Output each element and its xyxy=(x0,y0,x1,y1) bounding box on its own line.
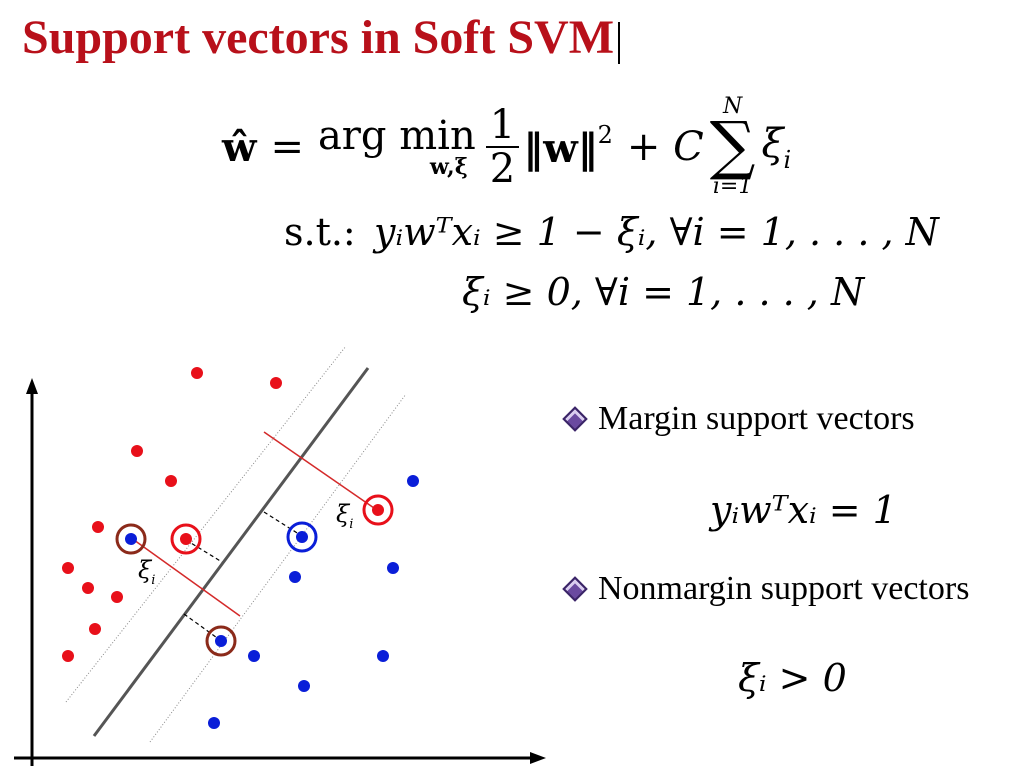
sum-operator: N ∑ i=1 xyxy=(709,94,756,199)
slack-line-bottom xyxy=(133,539,241,617)
xi-label-left: ξi xyxy=(138,556,155,588)
margin-line-upper xyxy=(65,345,347,703)
red-point xyxy=(131,445,143,457)
margin-dash-3 xyxy=(183,613,221,641)
half-fraction: 1 2 xyxy=(485,104,520,190)
margin-sv-formula: yᵢwᵀxᵢ = 1 xyxy=(710,488,897,532)
constraint-1: yᵢwᵀxᵢ ≥ 1 − ξᵢ, ∀i = 1, . . . , N xyxy=(374,210,939,254)
margin-sv-circle-red xyxy=(170,523,202,555)
decision-boundary xyxy=(92,367,370,737)
norm-w: ‖w‖2 xyxy=(523,121,613,173)
nonmargin-sv-formula: ξᵢ > 0 xyxy=(738,656,847,700)
slack-line-top xyxy=(263,431,375,509)
red-point xyxy=(62,562,74,574)
red-point xyxy=(180,533,192,545)
nonmargin-sv-circle-red xyxy=(362,494,394,526)
bullet-margin-sv: Margin support vectors xyxy=(562,400,915,438)
positive-points xyxy=(62,367,384,662)
red-point xyxy=(92,521,104,533)
red-point xyxy=(62,650,74,662)
red-point xyxy=(372,504,384,516)
red-point xyxy=(270,377,282,389)
blue-point xyxy=(215,635,227,647)
negative-points xyxy=(125,475,419,729)
constraint-2: ξᵢ ≥ 0, ∀i = 1, . . . , N xyxy=(462,270,865,314)
text-cursor xyxy=(618,22,620,64)
xi-i: ξi xyxy=(761,120,792,174)
slide-title: Support vectors in Soft SVM xyxy=(22,11,615,64)
diamond-bullet-icon xyxy=(562,406,588,432)
blue-point xyxy=(377,650,389,662)
xi-label-top: ξi xyxy=(336,500,353,532)
red-point xyxy=(111,591,123,603)
red-point xyxy=(165,475,177,487)
blue-point xyxy=(298,680,310,692)
margin-dash-1 xyxy=(185,539,223,563)
diamond-bullet-icon xyxy=(562,576,588,602)
nonmargin-sv-circle-brown-2 xyxy=(205,625,237,657)
blue-point xyxy=(208,717,220,729)
red-point xyxy=(191,367,203,379)
margin-sv-circle-blue xyxy=(286,521,318,553)
nonmargin-sv-circle-brown-1 xyxy=(115,523,147,555)
equals-sign: = xyxy=(270,124,304,170)
blue-point xyxy=(387,562,399,574)
st-label: s.t.: xyxy=(284,210,356,254)
blue-point xyxy=(248,650,260,662)
blue-point xyxy=(289,571,301,583)
objective-equation: ŵ = arg min w,ξ 1 2 ‖w‖2 + C N ∑ i=1 ξi xyxy=(222,92,791,202)
margin-dash-2 xyxy=(263,511,303,537)
argmin-operator: arg min w,ξ xyxy=(317,113,476,180)
red-point xyxy=(82,582,94,594)
blue-point xyxy=(125,533,137,545)
bullet-nonmargin-sv: Nonmargin support vectors xyxy=(562,570,969,608)
blue-point xyxy=(296,531,308,543)
red-point xyxy=(89,623,101,635)
plus-c: + C xyxy=(626,124,704,170)
blue-point xyxy=(407,475,419,487)
axes xyxy=(14,378,546,766)
margin-line-lower xyxy=(149,393,407,743)
w-hat: ŵ xyxy=(222,123,257,171)
